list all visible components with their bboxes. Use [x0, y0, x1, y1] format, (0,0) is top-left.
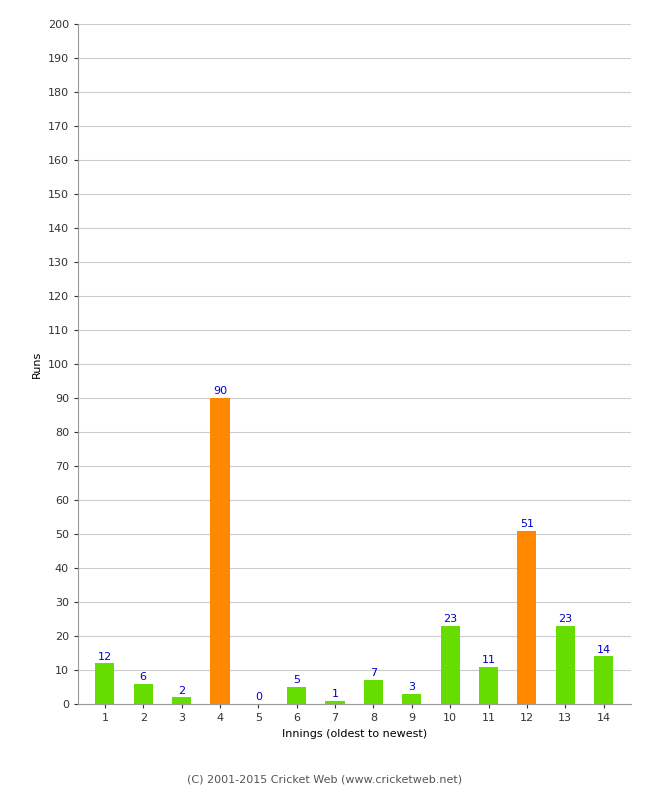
Bar: [594, 656, 613, 704]
Text: 14: 14: [597, 645, 611, 654]
Bar: [326, 701, 344, 704]
Text: 0: 0: [255, 692, 262, 702]
Bar: [287, 687, 306, 704]
Text: 12: 12: [98, 651, 112, 662]
Text: 7: 7: [370, 669, 377, 678]
Y-axis label: Runs: Runs: [32, 350, 42, 378]
Text: 6: 6: [140, 672, 147, 682]
Text: 90: 90: [213, 386, 227, 396]
Bar: [134, 683, 153, 704]
Bar: [172, 697, 191, 704]
Bar: [441, 626, 460, 704]
Text: 3: 3: [408, 682, 415, 692]
Bar: [211, 398, 229, 704]
Text: 23: 23: [443, 614, 457, 624]
Bar: [479, 666, 498, 704]
Text: 23: 23: [558, 614, 573, 624]
Text: 2: 2: [178, 686, 185, 695]
Bar: [517, 530, 536, 704]
Bar: [556, 626, 575, 704]
Bar: [364, 680, 383, 704]
Text: 51: 51: [520, 519, 534, 529]
Bar: [96, 663, 114, 704]
Text: 5: 5: [293, 675, 300, 686]
Text: 1: 1: [332, 689, 339, 699]
X-axis label: Innings (oldest to newest): Innings (oldest to newest): [281, 729, 427, 738]
Bar: [402, 694, 421, 704]
Text: 11: 11: [482, 655, 495, 665]
Text: (C) 2001-2015 Cricket Web (www.cricketweb.net): (C) 2001-2015 Cricket Web (www.cricketwe…: [187, 774, 463, 784]
